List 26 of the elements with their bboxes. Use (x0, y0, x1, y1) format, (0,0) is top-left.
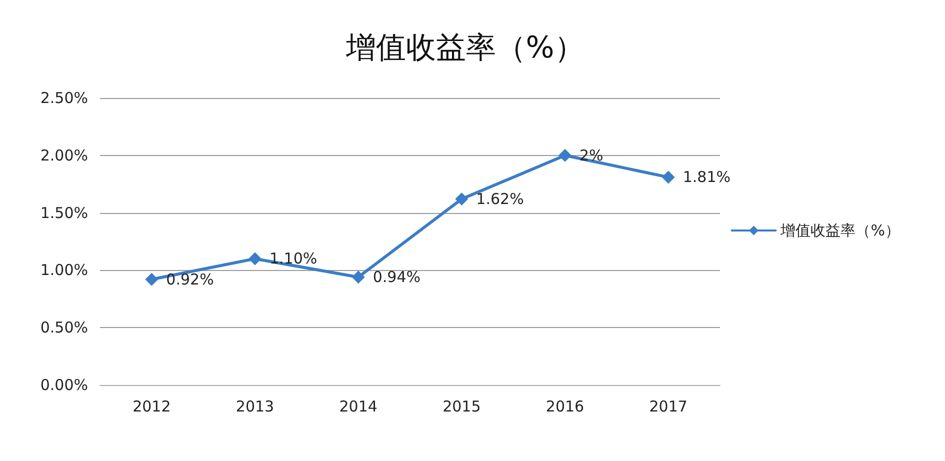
x-tick-label: 2012 (132, 398, 171, 416)
legend-label: 增值收益率（%） (780, 222, 900, 240)
y-tick-label: 1.00% (40, 261, 88, 280)
x-tick-label: 2017 (649, 398, 688, 416)
point (455, 192, 468, 206)
point (662, 170, 675, 184)
data-label: 0.92% (166, 270, 214, 288)
point (558, 148, 572, 162)
data-label: 0.94% (372, 268, 420, 286)
point (145, 272, 158, 286)
y-tick-label: 1.50% (40, 204, 88, 222)
y-tick-label: 2.50% (40, 89, 88, 107)
y-tick-label: 0.50% (40, 318, 88, 337)
y-tick-label: 0.00% (40, 376, 88, 394)
point (248, 252, 262, 266)
x-tick-label: 2014 (339, 398, 378, 416)
x-tick-label: 2013 (236, 398, 274, 416)
point (352, 270, 365, 284)
x-tick-label: 2016 (546, 398, 584, 416)
data-label: 2% (580, 146, 604, 164)
data-label: 1.62% (476, 190, 524, 208)
data-label: 1.81% (682, 168, 730, 186)
data-label: 1.10% (270, 250, 318, 268)
x-tick-label: 2015 (442, 398, 481, 416)
y-tick-label: 2.00% (40, 146, 88, 164)
chart-title: 增值收益率（%） (344, 30, 584, 66)
